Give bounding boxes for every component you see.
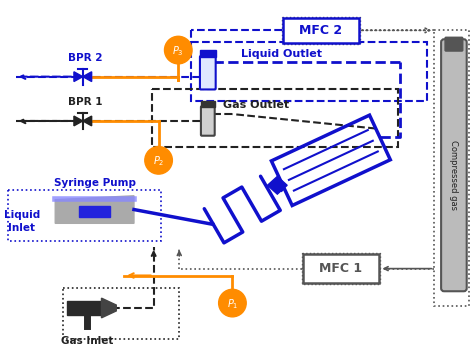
Bar — [282, 17, 360, 44]
Circle shape — [145, 147, 173, 174]
Bar — [8, 190, 161, 241]
Text: BPR 2: BPR 2 — [67, 53, 102, 63]
Bar — [201, 101, 215, 107]
Text: MFC 2: MFC 2 — [300, 24, 343, 37]
Polygon shape — [101, 298, 116, 318]
FancyBboxPatch shape — [441, 39, 467, 291]
FancyBboxPatch shape — [283, 18, 359, 43]
Text: MFC 1: MFC 1 — [319, 262, 362, 275]
Text: Syringe Pump: Syringe Pump — [54, 178, 136, 188]
Bar — [434, 30, 469, 306]
FancyBboxPatch shape — [200, 56, 216, 89]
Text: Liquid
Inlet: Liquid Inlet — [4, 210, 40, 232]
Text: $P_{1}$: $P_{1}$ — [227, 297, 238, 311]
Bar — [152, 89, 398, 147]
Circle shape — [219, 289, 246, 317]
Polygon shape — [83, 72, 91, 81]
Polygon shape — [74, 116, 83, 126]
Bar — [302, 253, 380, 285]
Polygon shape — [74, 72, 83, 81]
Text: Gas Inlet: Gas Inlet — [61, 336, 113, 346]
Circle shape — [164, 36, 192, 64]
Polygon shape — [55, 196, 134, 223]
Polygon shape — [267, 176, 287, 194]
Bar — [191, 42, 428, 101]
Bar — [79, 206, 110, 218]
Text: Liquid Outlet: Liquid Outlet — [241, 49, 322, 59]
Bar — [200, 50, 216, 57]
Text: Compressed gas: Compressed gas — [449, 140, 458, 210]
Text: $P_{2}$: $P_{2}$ — [153, 155, 164, 168]
Polygon shape — [67, 301, 101, 315]
Text: $P_{3}$: $P_{3}$ — [173, 44, 184, 58]
Polygon shape — [83, 116, 91, 126]
Text: BPR 1: BPR 1 — [67, 97, 102, 107]
FancyBboxPatch shape — [201, 106, 215, 136]
FancyBboxPatch shape — [445, 37, 463, 51]
FancyBboxPatch shape — [303, 254, 379, 283]
Bar — [63, 288, 179, 340]
Text: Gas Outlet: Gas Outlet — [223, 100, 289, 110]
